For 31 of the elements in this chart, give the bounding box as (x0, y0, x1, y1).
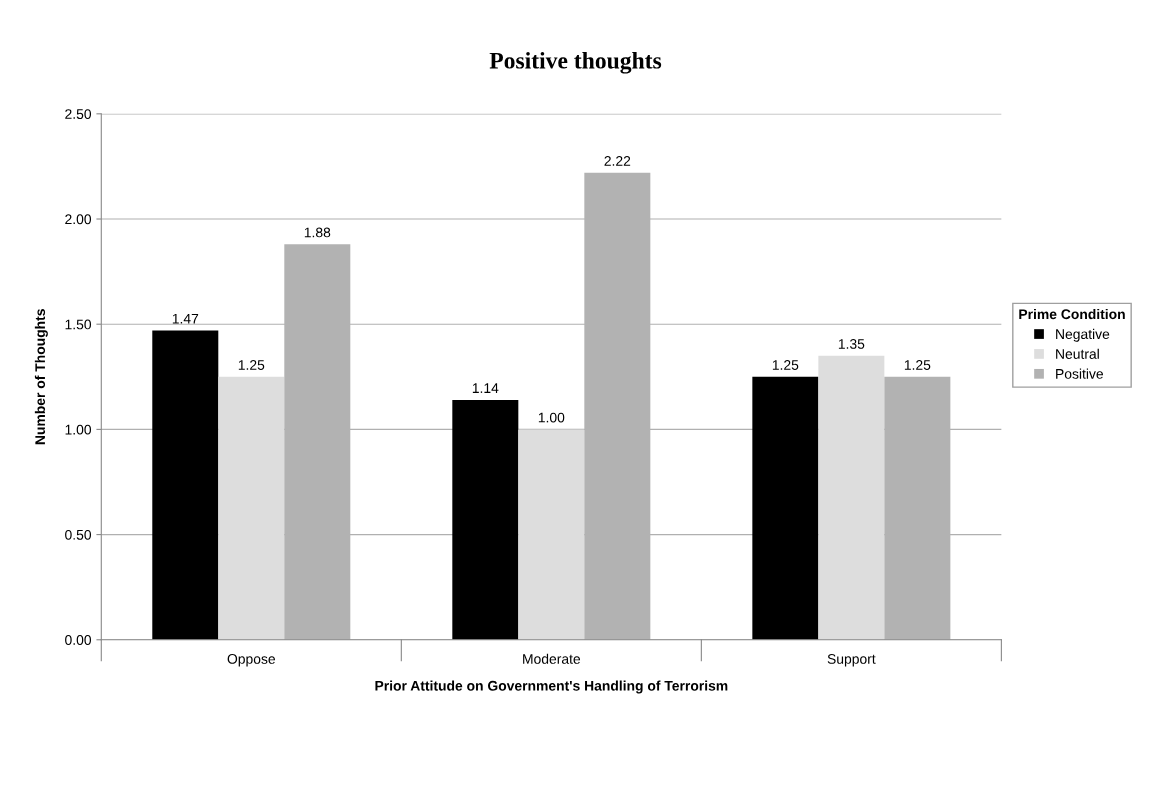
bar (218, 376, 285, 640)
x-axis-title: Prior Attitude on Government's Handling of Terrorism (375, 680, 728, 694)
bar (152, 330, 219, 640)
y-tick-label: 2.50 (65, 109, 92, 119)
legend-label: Negative (1056, 328, 1110, 342)
data-label: 1.25 (904, 360, 931, 370)
bar (818, 355, 885, 640)
bar (518, 429, 585, 640)
data-label: 2.22 (604, 155, 631, 166)
x-tick-label: Moderate (523, 653, 581, 664)
x-tick-label: Support (827, 654, 876, 667)
legend-label: Neutral (1056, 348, 1099, 359)
data-label: 1.88 (304, 227, 331, 238)
x-tick-label: Oppose (227, 654, 276, 667)
bar (452, 399, 519, 640)
bar (752, 376, 819, 640)
y-tick-label: 1.00 (65, 424, 92, 435)
data-label: 1.00 (538, 412, 565, 423)
chart-title: Positive thoughts (489, 52, 662, 74)
data-label: 1.14 (472, 383, 499, 393)
y-tick-label: 0.50 (65, 529, 92, 540)
y-axis-title: Number of Thoughts (34, 309, 48, 445)
y-tick-label: 1.50 (65, 319, 92, 330)
y-tick-label: 0.00 (65, 635, 92, 645)
data-label: 1.25 (238, 360, 265, 370)
data-label: 1.35 (838, 339, 865, 349)
legend-label: Positive (1056, 368, 1104, 379)
data-label: 1.47 (172, 313, 199, 324)
legend-title: Prime Condition (1019, 308, 1125, 320)
data-label: 1.25 (772, 360, 799, 370)
y-tick-label: 2.00 (65, 214, 92, 225)
